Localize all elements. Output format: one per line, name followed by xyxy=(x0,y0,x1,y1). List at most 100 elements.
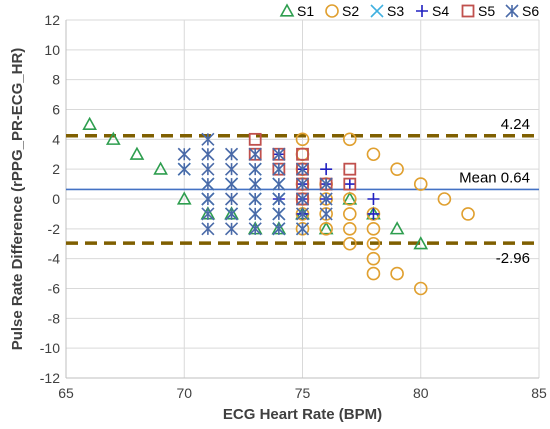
data-point xyxy=(343,177,357,191)
x-tick-label: 65 xyxy=(58,385,74,401)
data-point xyxy=(224,192,239,206)
data-point xyxy=(413,236,429,250)
data-point xyxy=(366,222,381,236)
data-point xyxy=(177,147,191,161)
data-point xyxy=(342,192,357,206)
legend-marker xyxy=(416,5,428,17)
data-point xyxy=(343,162,357,176)
legend-item-s1: S1 xyxy=(279,3,314,19)
data-point xyxy=(272,177,286,191)
data-point xyxy=(272,207,286,221)
legend-label: S3 xyxy=(387,3,404,19)
y-tick-label: 0 xyxy=(52,191,60,207)
data-point xyxy=(201,147,215,161)
data-point xyxy=(367,207,380,220)
data-point xyxy=(248,162,262,176)
legend-item-s5: S5 xyxy=(461,3,495,19)
data-point xyxy=(224,207,239,221)
data-point xyxy=(343,178,356,191)
data-point xyxy=(201,207,215,221)
legend-item-s3: S3 xyxy=(370,3,404,19)
legend-label: S6 xyxy=(522,3,539,19)
data-point xyxy=(319,222,333,236)
x-tick-label: 80 xyxy=(413,385,429,401)
data-point xyxy=(177,162,191,176)
legend-marker xyxy=(370,4,384,18)
data-point xyxy=(389,221,405,235)
x-tick-label: 75 xyxy=(295,385,311,401)
data-point xyxy=(201,177,215,191)
y-tick-label: -8 xyxy=(48,310,61,326)
data-point xyxy=(295,132,310,147)
y-tick-label: 6 xyxy=(52,102,60,118)
x-tick-label: 85 xyxy=(531,385,547,401)
y-tick-label: -10 xyxy=(40,340,60,356)
data-point xyxy=(390,162,404,176)
data-point xyxy=(296,147,309,161)
data-point xyxy=(366,251,381,266)
data-point xyxy=(320,163,333,176)
data-point xyxy=(437,192,452,206)
y-axis-title: Pulse Rate Difference (rPPG_PR-ECG_HR) xyxy=(9,48,26,351)
data-point xyxy=(201,162,215,176)
data-point xyxy=(105,131,121,145)
legend-label: S5 xyxy=(478,3,495,19)
reference-line-label: -2.96 xyxy=(496,250,530,267)
data-point xyxy=(224,222,239,236)
data-point xyxy=(390,266,404,281)
data-point xyxy=(201,132,215,146)
data-point xyxy=(319,207,333,221)
data-point xyxy=(295,192,310,206)
data-point xyxy=(248,207,262,221)
data-point xyxy=(224,162,239,176)
y-tick-label: 12 xyxy=(44,12,60,28)
data-point xyxy=(272,192,286,206)
reference-line-label: Mean 0.64 xyxy=(459,169,530,186)
data-point xyxy=(367,193,380,205)
legend-label: S1 xyxy=(297,3,314,19)
data-point xyxy=(153,161,168,175)
data-points xyxy=(82,116,475,296)
legend-label: S2 xyxy=(342,3,359,19)
data-point xyxy=(248,192,262,206)
y-tick-label: 10 xyxy=(44,42,60,58)
data-point xyxy=(201,192,215,206)
data-point xyxy=(366,266,381,281)
legend-item-s2: S2 xyxy=(325,3,359,19)
legend-marker xyxy=(279,3,295,17)
data-point xyxy=(82,116,98,131)
legend-marker xyxy=(325,4,339,18)
legend-label: S4 xyxy=(432,3,449,19)
legend-item-s4: S4 xyxy=(416,3,449,19)
y-tick-label: -2 xyxy=(48,221,61,237)
data-point xyxy=(272,162,286,176)
data-point xyxy=(342,191,358,205)
data-point xyxy=(295,162,310,176)
data-point xyxy=(248,132,262,146)
legend: S1 S2 S3 S4 S5 S6 xyxy=(279,3,539,19)
data-point xyxy=(342,132,357,147)
data-point xyxy=(342,222,357,236)
data-point xyxy=(318,221,334,235)
y-tick-label: 4 xyxy=(52,131,60,147)
axes: -12 -10 -8 -6 -4 -2 0 2 4 6 8 10 12 65 70 75 80 85 xyxy=(40,12,547,401)
data-point xyxy=(248,147,262,161)
data-point xyxy=(129,146,145,160)
data-point xyxy=(413,177,428,191)
legend-item-s6: S6 xyxy=(505,3,539,19)
data-point xyxy=(319,177,333,191)
data-point xyxy=(319,192,333,206)
legend-marker xyxy=(505,4,519,18)
data-point xyxy=(224,177,239,191)
data-point xyxy=(272,147,286,161)
series-s6 xyxy=(177,132,333,236)
y-tick-label: -12 xyxy=(40,370,60,386)
y-tick-label: 8 xyxy=(52,72,60,88)
reference-line-label: 4.24 xyxy=(501,116,530,133)
data-point xyxy=(342,207,357,221)
data-point xyxy=(366,147,381,162)
data-point xyxy=(295,177,310,191)
data-point xyxy=(413,281,428,296)
